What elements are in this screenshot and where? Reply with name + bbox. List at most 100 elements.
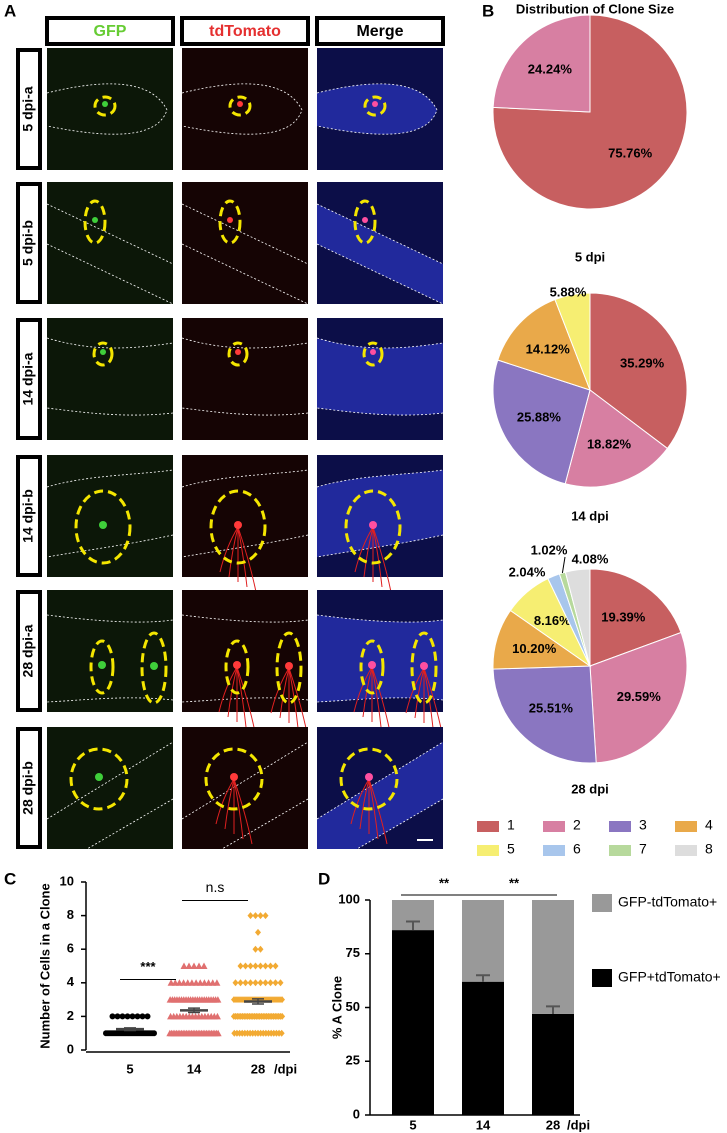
- row-label-box: [16, 590, 42, 712]
- data-point: [247, 912, 254, 920]
- tissue-outline: [46, 83, 168, 135]
- data-point: [272, 979, 279, 987]
- x-tick-label: 5: [126, 1061, 133, 1076]
- micrograph-bg: [47, 48, 173, 170]
- pie-label: 25.51%: [529, 701, 574, 716]
- pie-caption: 14 dpi: [571, 508, 609, 523]
- column-header-box: [315, 16, 445, 46]
- legend-label: 2: [573, 817, 581, 833]
- pie-label: 29.59%: [617, 689, 662, 704]
- y-tick-label: 0: [353, 1106, 360, 1121]
- micrograph: [46, 48, 173, 170]
- row-label-box: [16, 318, 42, 440]
- micrograph: [46, 590, 174, 712]
- row-label: 28 dpi-a: [20, 624, 36, 677]
- data-point: [200, 962, 208, 969]
- bar-segment: [532, 900, 574, 1014]
- pie-slice: [564, 568, 591, 667]
- nuclei-band: [317, 204, 443, 304]
- neurite: [359, 778, 370, 830]
- clone-outline: [140, 631, 168, 705]
- row-label: 14 dpi-b: [20, 489, 36, 543]
- tissue-outline: [181, 469, 309, 558]
- data-point: [213, 979, 221, 986]
- column-header: Merge: [356, 23, 403, 40]
- pie-label: 35.29%: [620, 355, 665, 370]
- clone-outline: [410, 631, 438, 705]
- clone-outline: [218, 199, 242, 245]
- legend-label: 6: [573, 841, 581, 857]
- significance-label: **: [439, 875, 450, 890]
- bar-segment: [462, 900, 504, 982]
- cell-body: [368, 661, 376, 669]
- row-label: 5 dpi-a: [20, 86, 36, 131]
- data-point: [242, 962, 249, 970]
- x-tick-label: 28: [546, 1117, 560, 1132]
- pie-slice: [492, 359, 591, 485]
- cell-body: [92, 217, 98, 223]
- cell-body: [102, 101, 108, 107]
- row-label: 28 dpi-b: [20, 761, 36, 815]
- y-axis-label: % A Clone: [329, 976, 344, 1039]
- y-tick-label: 50: [346, 999, 360, 1014]
- data-point: [134, 1013, 141, 1020]
- y-tick-label: 8: [67, 907, 74, 922]
- data-point: [242, 979, 249, 987]
- tissue-outline: [316, 337, 444, 416]
- pie-caption: 5 dpi: [575, 249, 605, 264]
- neurite: [363, 526, 374, 578]
- cell-body: [285, 662, 293, 670]
- clone-outline: [69, 747, 129, 811]
- error-bar: [406, 920, 420, 931]
- row-label-box: [16, 182, 42, 304]
- cell-body: [234, 521, 242, 529]
- cell-body: [420, 662, 428, 670]
- y-tick-label: 4: [67, 974, 75, 989]
- legend-swatch: [592, 894, 612, 912]
- tissue-outline: [316, 83, 438, 135]
- legend-swatch: [609, 821, 631, 832]
- pie-slice: [589, 292, 688, 450]
- neurite: [224, 778, 235, 830]
- tissue-outline: [316, 469, 444, 558]
- micrograph: [46, 182, 174, 305]
- legend-label: 7: [639, 841, 647, 857]
- clone-outline: [363, 95, 387, 117]
- legend-swatch: [609, 845, 631, 856]
- clone-outline: [92, 341, 114, 367]
- pie-slice: [492, 14, 591, 113]
- y-tick-label: 6: [67, 941, 74, 956]
- pie-label: 5.88%: [550, 284, 587, 299]
- cell-body: [237, 101, 243, 107]
- data-point: [262, 979, 269, 987]
- panel-label: B: [482, 1, 494, 20]
- pie-label: 2.04%: [509, 564, 546, 579]
- neurite: [279, 667, 290, 719]
- data-point: [151, 1030, 157, 1037]
- micrograph-bg: [47, 318, 173, 440]
- cell-body: [365, 773, 373, 781]
- significance-label: n.s: [206, 879, 225, 895]
- data-point: [257, 945, 264, 953]
- legend-label: 4: [705, 817, 713, 833]
- tissue-outline: [46, 614, 174, 703]
- tissue-outline: [181, 337, 309, 416]
- pie-label: 18.82%: [587, 436, 632, 451]
- neurite: [353, 666, 373, 713]
- data-point: [257, 979, 264, 987]
- panel-label: C: [4, 869, 16, 888]
- pie-label: 8.16%: [534, 613, 571, 628]
- neurite: [350, 778, 370, 825]
- row-label-box: [16, 455, 42, 577]
- cell-body: [372, 101, 378, 107]
- tissue-outline: [46, 337, 174, 416]
- pie-label: 4.08%: [572, 551, 609, 566]
- micrograph: [181, 48, 308, 170]
- pie-label: 10.20%: [512, 641, 557, 656]
- micrograph-bg: [47, 182, 173, 304]
- micrograph: [181, 182, 309, 305]
- data-point: [267, 979, 274, 987]
- neurite: [372, 526, 383, 588]
- micrograph-bg: [182, 455, 308, 577]
